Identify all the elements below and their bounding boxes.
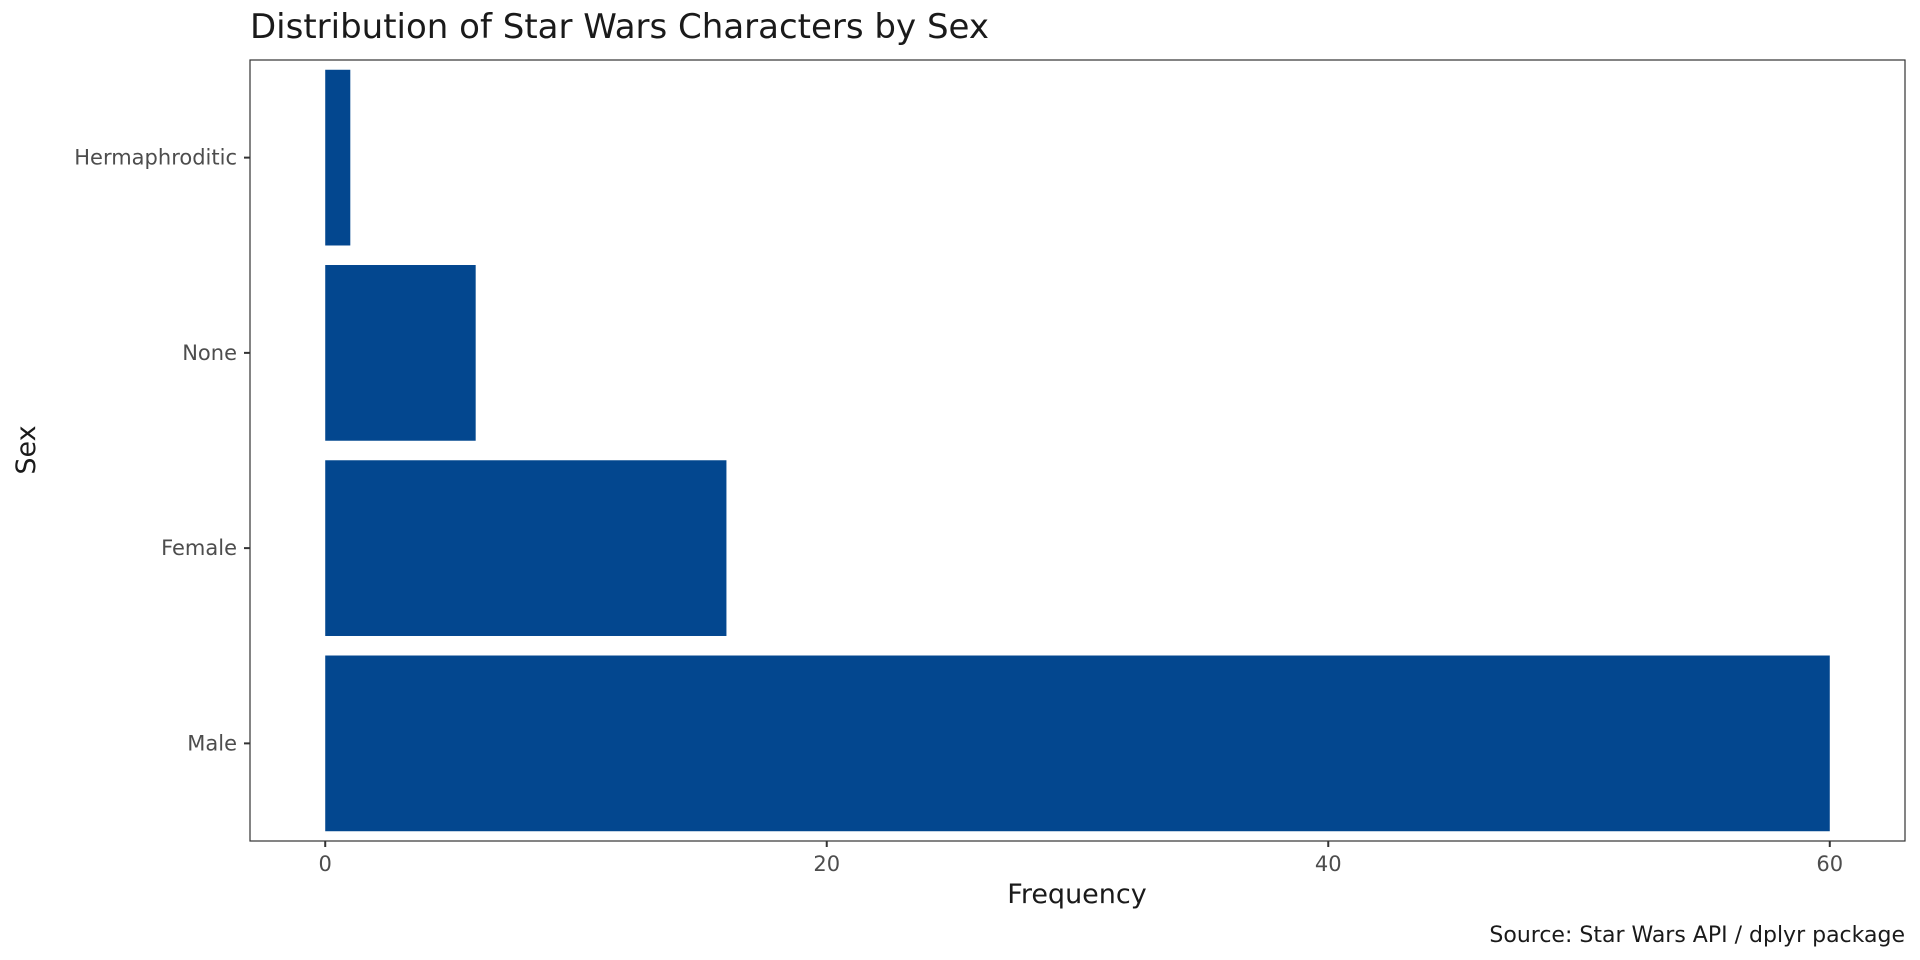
- y-tick-label-female: Female: [161, 536, 237, 560]
- y-tick-label-male: Male: [187, 731, 237, 755]
- bar-female: [325, 460, 727, 636]
- bar-male: [325, 655, 1830, 832]
- plot-panel-border: [249, 59, 1906, 842]
- x-tick-label-40: 40: [1315, 852, 1342, 876]
- chart-caption: Source: Star Wars API / dplyr package: [1489, 923, 1905, 948]
- y-axis-title: Sex: [11, 425, 42, 474]
- x-tick-label-60: 60: [1816, 852, 1843, 876]
- chart-title: Distribution of Star Wars Characters by …: [250, 7, 989, 47]
- bar-hermaphroditic: [325, 69, 351, 246]
- y-tick-label-none: None: [182, 341, 237, 365]
- x-tick-label-20: 20: [813, 852, 840, 876]
- x-tick-label-0: 0: [319, 852, 332, 876]
- x-axis-title: Frequency: [1007, 879, 1147, 910]
- y-axis: Male Female None Hermaphroditic: [74, 146, 250, 755]
- x-axis: 0 20 40 60: [319, 841, 1843, 876]
- y-tick-label-hermaphroditic: Hermaphroditic: [74, 146, 237, 170]
- bar-none: [325, 265, 476, 441]
- bars-layer: [325, 69, 1830, 832]
